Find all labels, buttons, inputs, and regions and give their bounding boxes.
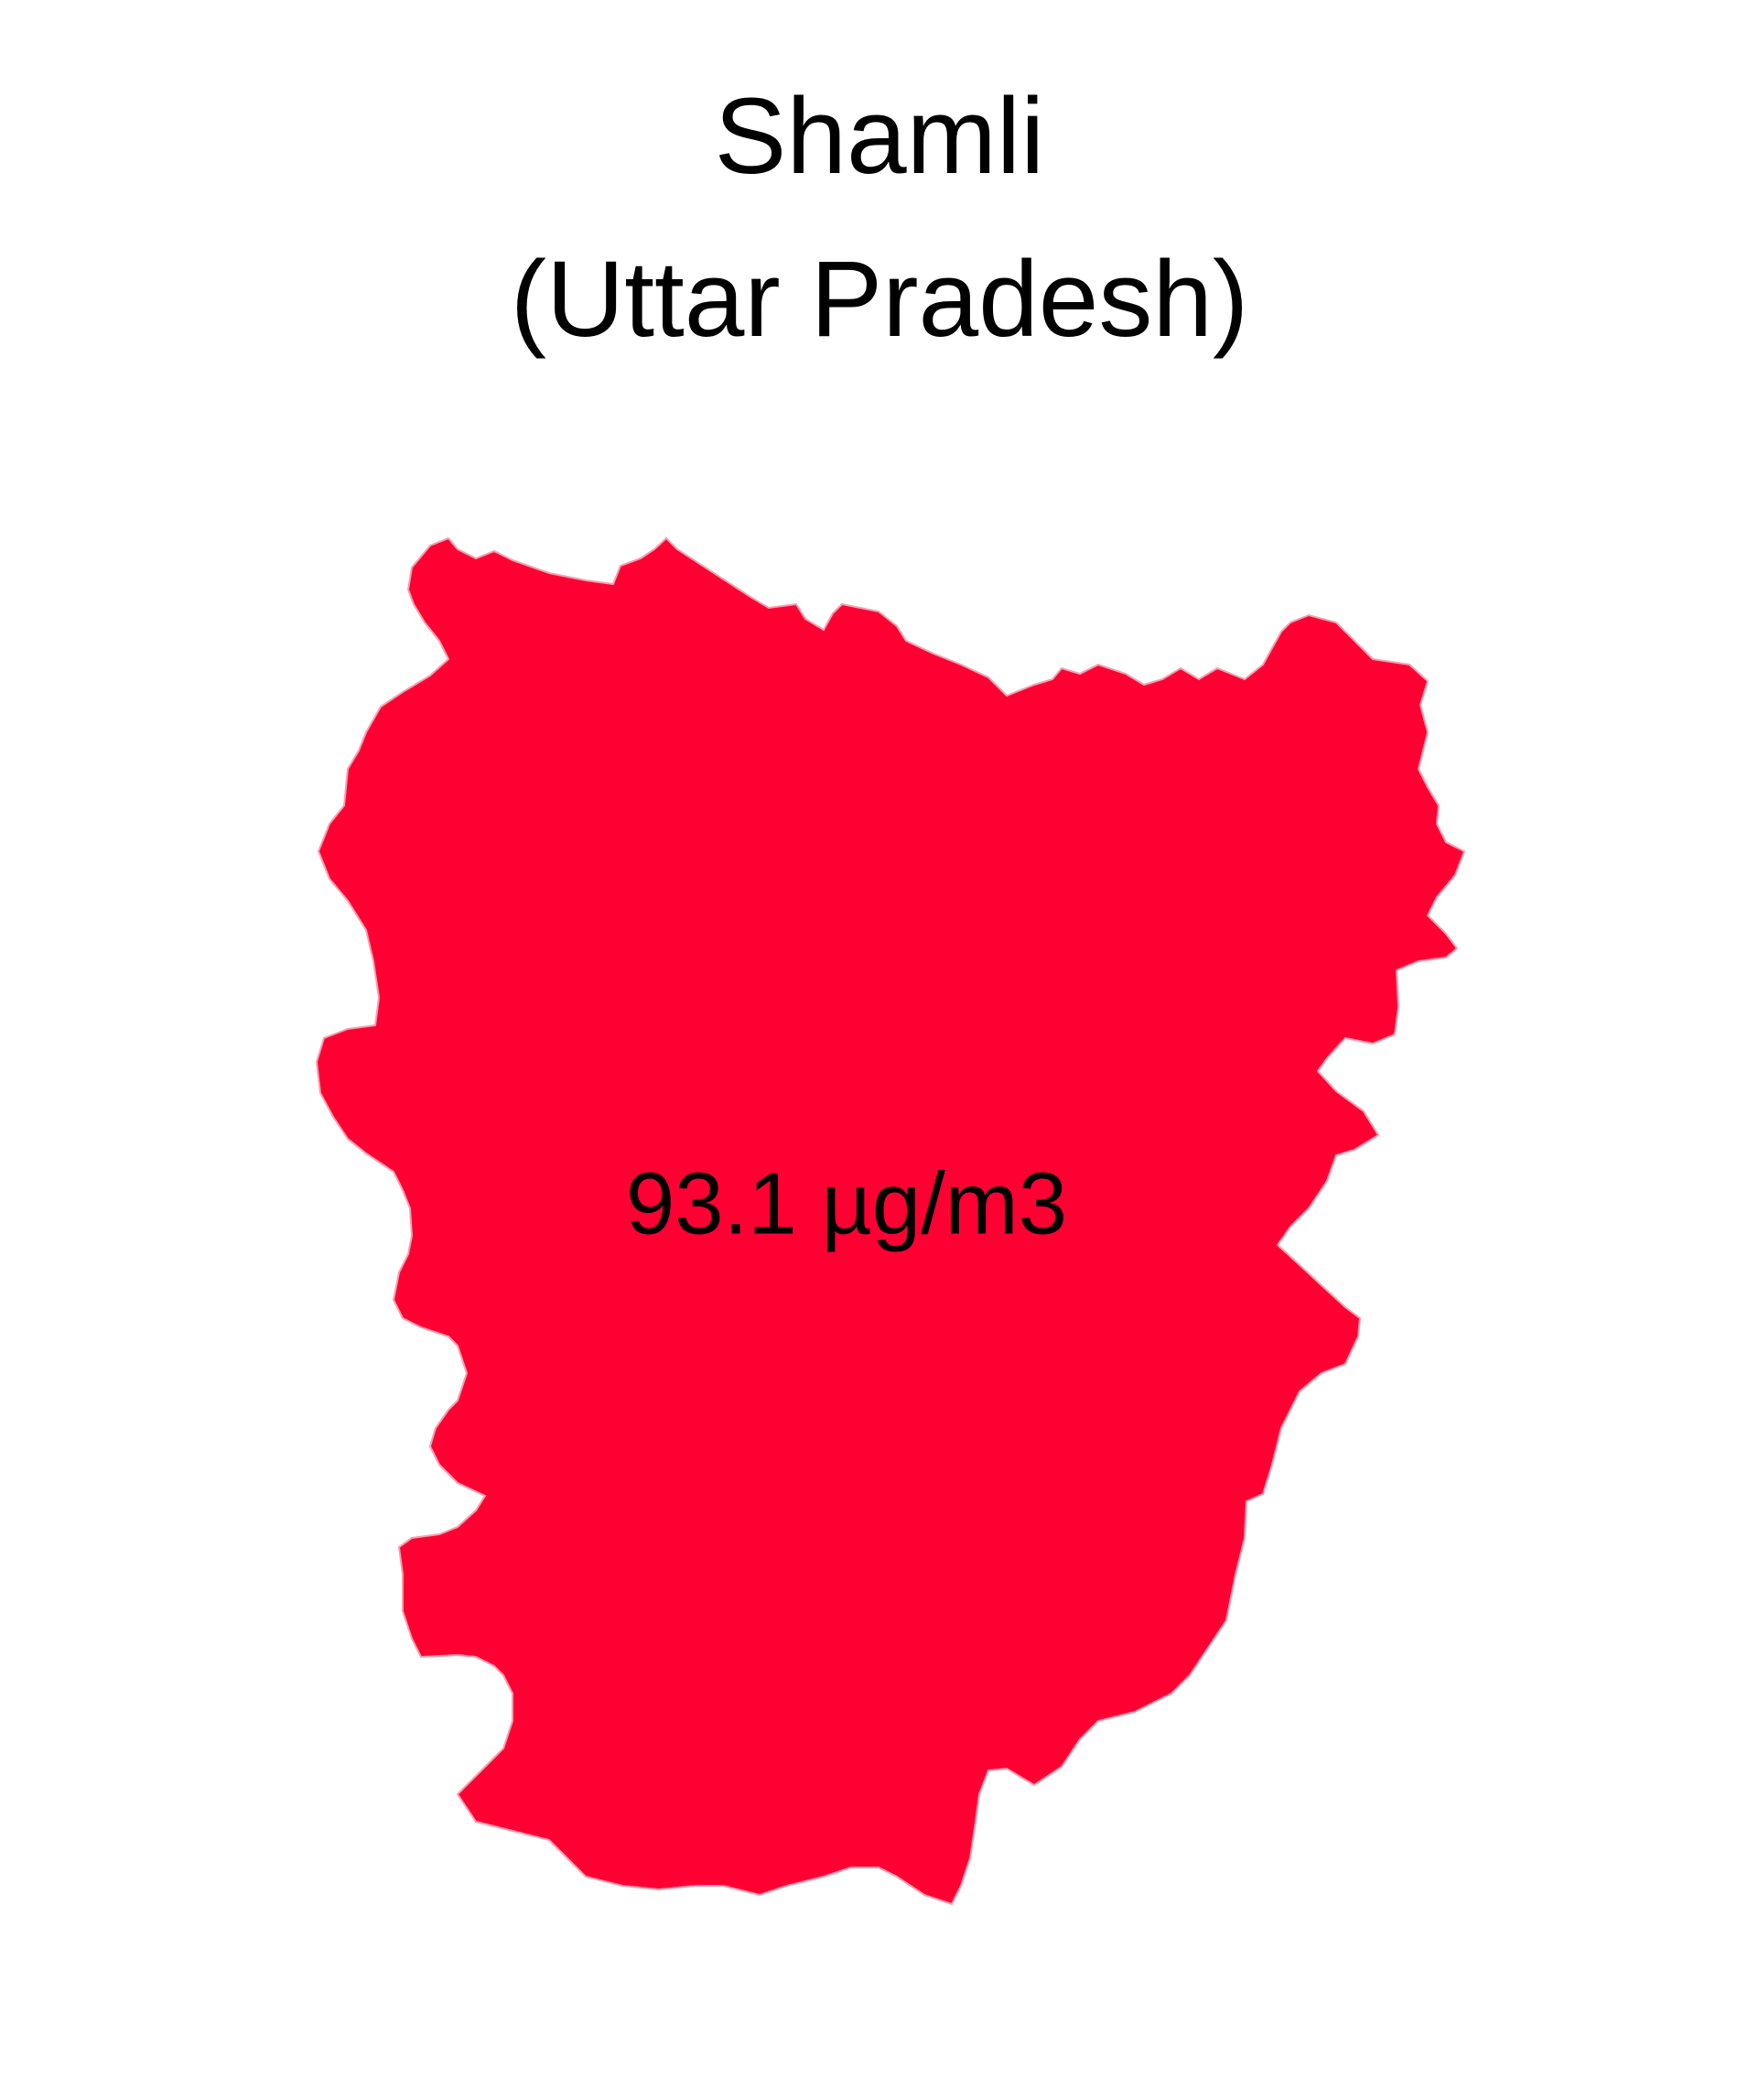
map-title: Shamli [714, 76, 1045, 197]
district-shape-shamli[interactable] [315, 536, 1466, 1906]
map-title-block: Shamli (Uttar Pradesh) [0, 55, 1759, 381]
map-subtitle: (Uttar Pradesh) [510, 239, 1249, 360]
district-value-label: 93.1 µg/m3 [626, 1154, 1067, 1252]
